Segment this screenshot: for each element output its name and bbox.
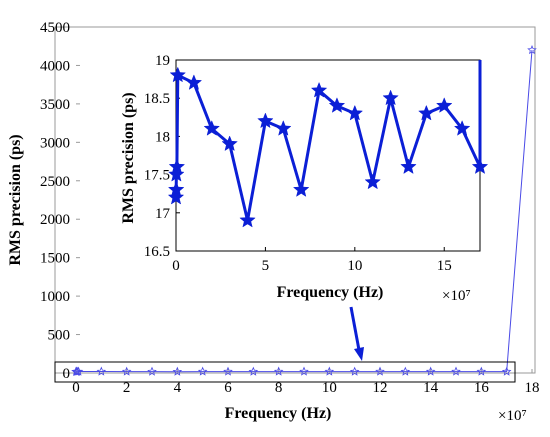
inset-data-point [382, 89, 399, 106]
main-data-point [451, 366, 461, 376]
main-data-point [349, 366, 360, 376]
main-data-point [527, 45, 537, 55]
main-y-tick-label: 4500 [40, 20, 70, 36]
main-y-tick-label: 500 [48, 328, 71, 344]
main-x-ticks: 0 2 4 6 8 10 12 14 16 18 [72, 369, 540, 396]
main-x-axis-label: Frequency (Hz) [225, 405, 332, 422]
main-x-tick-label: 0 [72, 380, 80, 396]
main-data-point [96, 366, 107, 376]
inset-data-point [275, 120, 292, 136]
inset-data-point [328, 97, 346, 113]
inset-data-point [346, 104, 364, 121]
inset-y-tick-label: 16.5 [144, 244, 170, 260]
main-y-ticks: 0 500 1000 1500 2000 2500 3000 3500 4000 4500 [40, 20, 80, 382]
inset-y-tick-label: 17.5 [144, 168, 170, 184]
main-data-point [147, 366, 157, 376]
main-x-tick-label: 18 [525, 380, 540, 396]
inset-data-point [239, 211, 256, 228]
main-series-group [71, 45, 537, 376]
main-x-tick-label: 10 [322, 380, 337, 396]
main-x-tick-label: 16 [474, 380, 490, 396]
main-x-tick-label: 14 [423, 380, 439, 396]
inset-data-point [169, 66, 187, 83]
inset-x-tick-label: 10 [347, 258, 362, 274]
inset-data-point [167, 181, 185, 197]
main-x-tick-label: 8 [275, 380, 283, 396]
main-data-point [172, 366, 183, 376]
inset-y-tick-label: 19 [155, 53, 170, 69]
main-x-multiplier: ×10⁷ [498, 408, 527, 424]
main-data-point [197, 366, 208, 376]
main-data-point [476, 366, 487, 376]
inset-data-point [364, 173, 381, 190]
main-data-point [400, 366, 411, 376]
inset-y-ticks: 16.5 17 17.5 18 18.5 19 [144, 53, 180, 260]
inset-data-point [292, 181, 310, 197]
main-y-tick-label: 2500 [40, 174, 70, 190]
main-data-point [425, 366, 436, 376]
zoom-arrow [349, 306, 361, 351]
main-data-point [324, 366, 335, 376]
inset-data-point [310, 81, 328, 98]
zoom-arrowhead [354, 347, 364, 361]
main-data-point [121, 366, 132, 376]
main-y-tick-label: 1000 [40, 289, 70, 305]
inset-x-multiplier: ×10⁷ [442, 288, 471, 304]
inset-x-axis-label: Frequency (Hz) [277, 284, 384, 301]
main-x-tick-label: 12 [373, 380, 388, 396]
inset-y-tick-label: 18.5 [144, 91, 170, 107]
main-data-point [73, 366, 84, 376]
main-x-tick-label: 2 [123, 380, 131, 396]
inset-data-point [221, 135, 238, 152]
zoom-box [54, 361, 516, 383]
inset-data-point [185, 74, 203, 90]
main-data-point [273, 366, 284, 376]
main-y-tick-label: 2000 [40, 212, 70, 228]
inset-series-group [167, 60, 489, 228]
inset-data-point [453, 120, 471, 136]
main-data-point [299, 366, 309, 376]
main-y-tick-label: 3000 [40, 135, 70, 151]
main-data-point [375, 366, 385, 376]
inset-x-tick-label: 15 [437, 258, 452, 274]
inset-data-point [418, 104, 435, 121]
inset-background [175, 59, 481, 252]
inset-y-tick-label: 18 [155, 129, 170, 145]
inset-data-point [471, 158, 489, 174]
inset-y-axis-label: RMS precision (ps) [120, 92, 137, 223]
inset-y-tick-label: 17 [155, 206, 171, 222]
main-x-tick-label: 6 [224, 380, 232, 396]
main-data-point [223, 366, 233, 376]
main-y-tick-label: 3500 [40, 97, 70, 113]
inset-data-point [168, 158, 186, 174]
main-data-point [248, 366, 259, 376]
inset-x-tick-label: 5 [262, 258, 270, 274]
inset-data-point [203, 120, 221, 136]
inset-x-ticks: 0 5 10 15 [172, 247, 452, 274]
inset-x-tick-label: 0 [172, 258, 180, 274]
main-y-axis-label: RMS precision (ps) [7, 134, 24, 265]
inset-data-point [167, 188, 185, 205]
main-data-point [501, 366, 512, 376]
main-plot-frame [54, 26, 536, 374]
inset-data-point [400, 158, 417, 174]
inset-data-point [168, 165, 185, 182]
main-x-tick-label: 4 [174, 380, 182, 396]
main-y-tick-label: 0 [63, 366, 71, 382]
inset-data-point [435, 97, 453, 113]
main-y-tick-label: 4000 [40, 58, 70, 74]
inset-data-point [257, 112, 274, 129]
main-y-tick-label: 1500 [40, 251, 70, 267]
